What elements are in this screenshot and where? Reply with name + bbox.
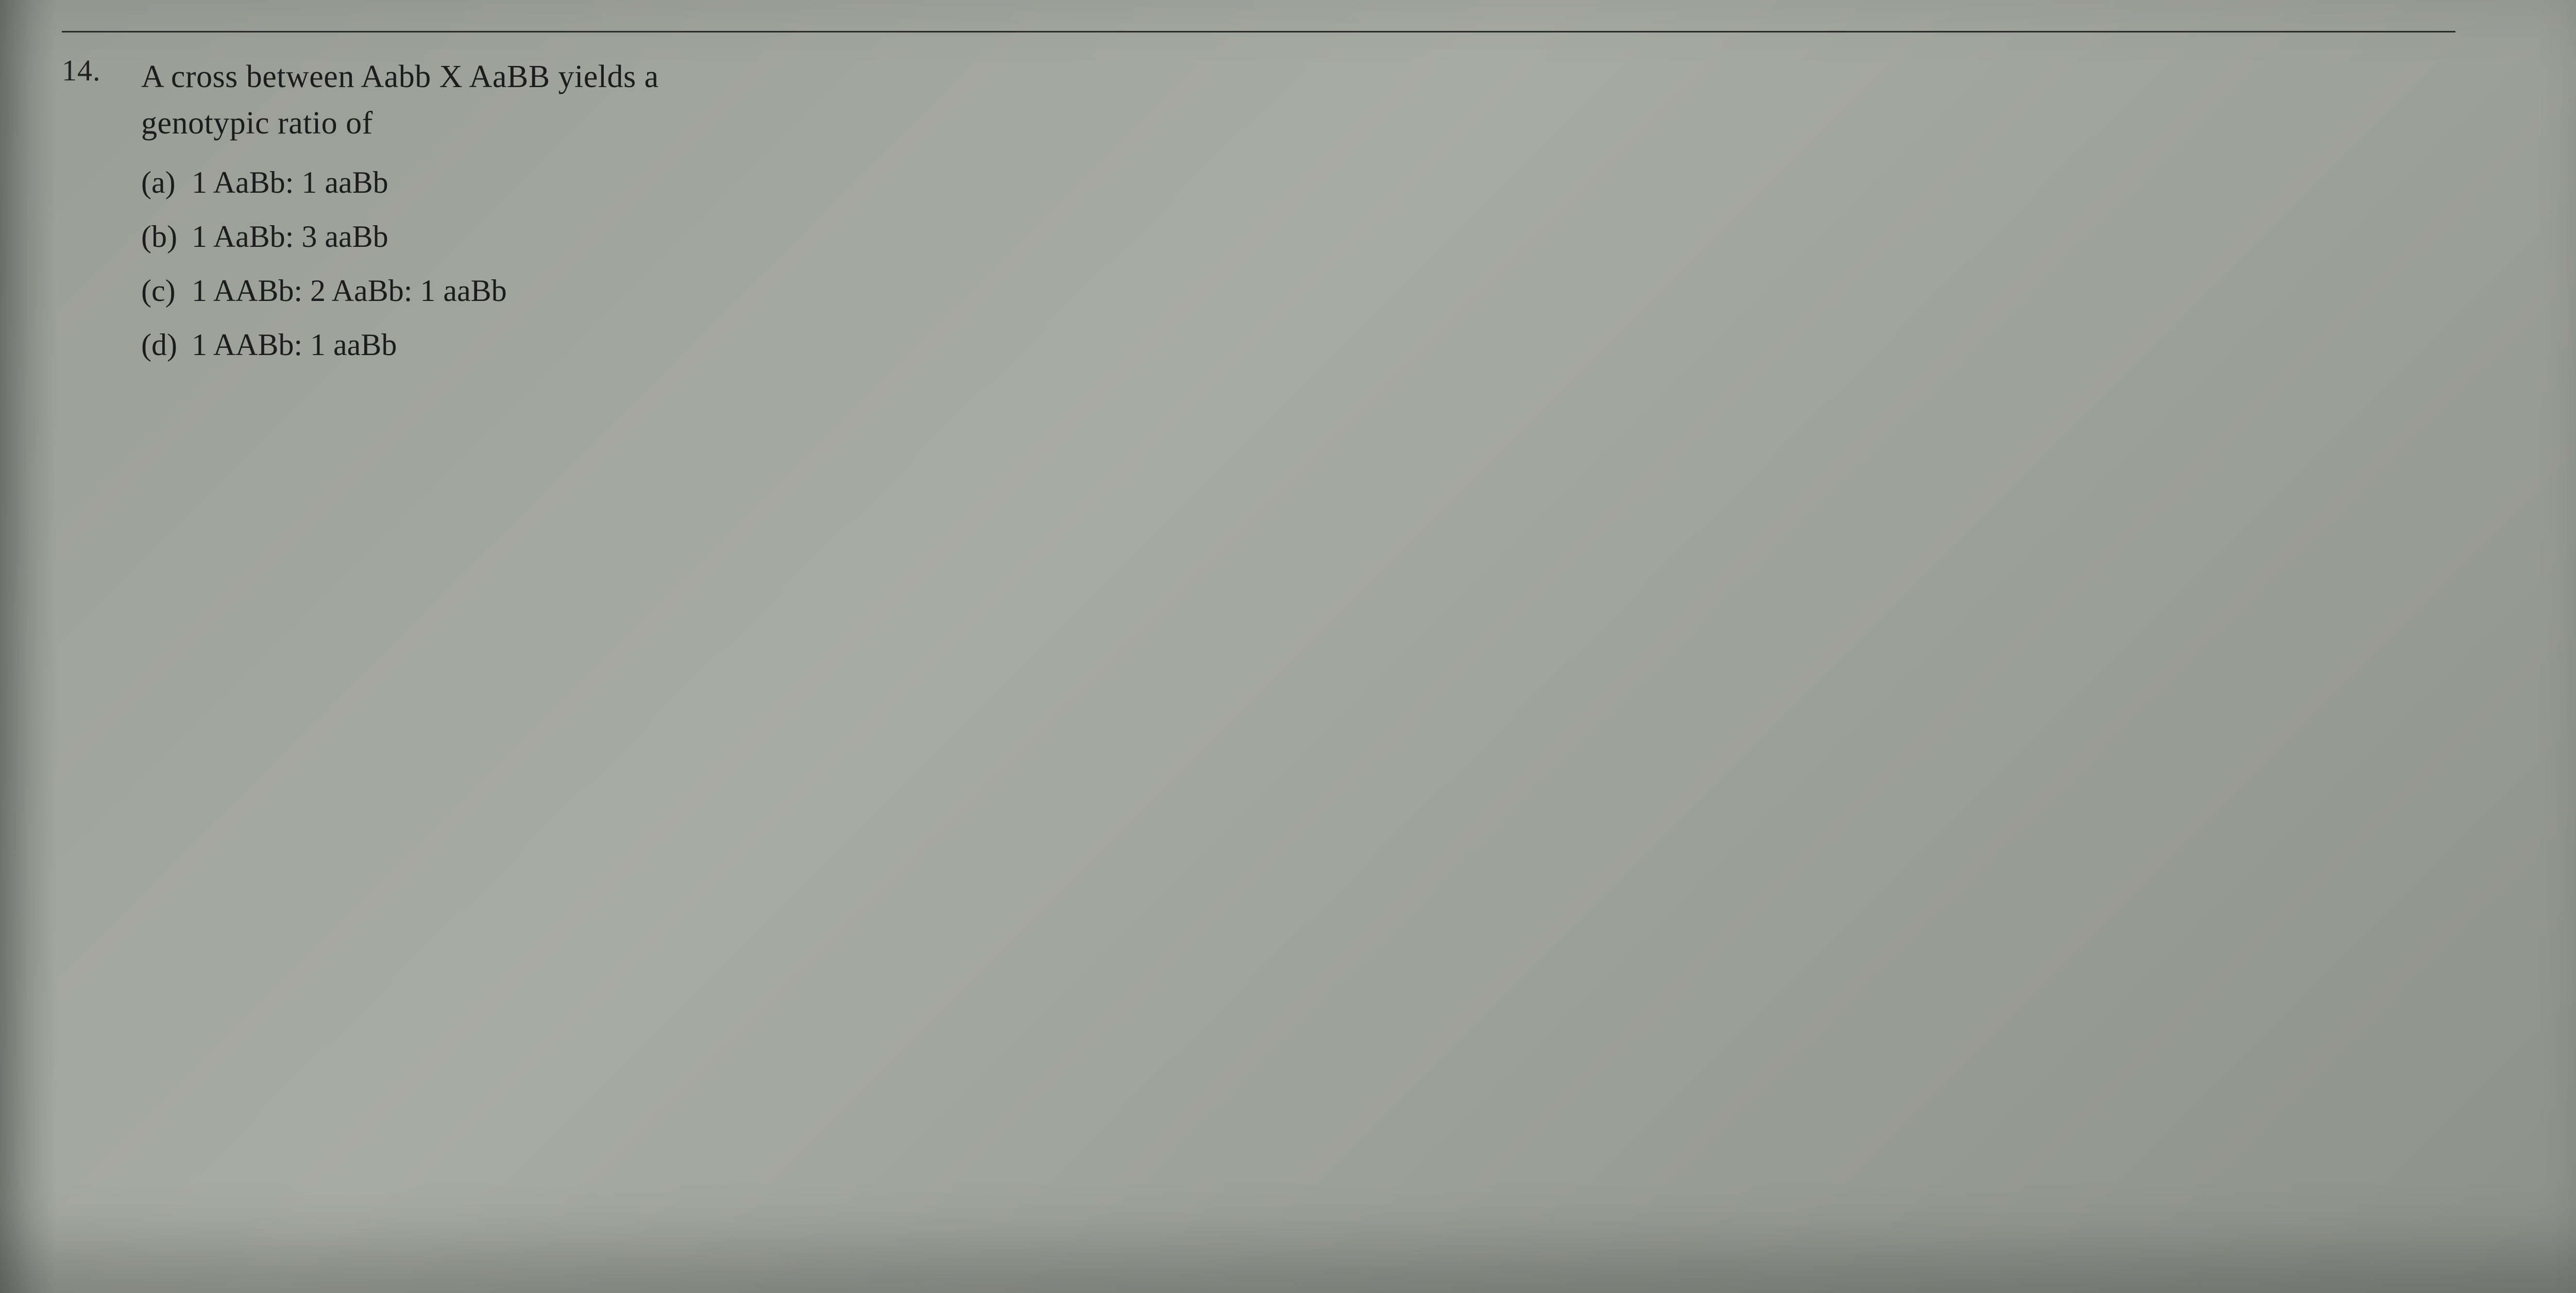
page-gutter-shadow: [0, 0, 57, 1293]
top-horizontal-rule: [62, 31, 2455, 32]
option-text: 1 AaBb: 1 aaBb: [192, 160, 388, 205]
option-label: (a): [141, 160, 181, 205]
question-block: 14. A cross between Aabb X AaBB yields a…: [62, 54, 2555, 367]
question-stem: A cross between Aabb X AaBB yields a gen…: [141, 54, 2555, 147]
option-b: (b) 1 AaBb: 3 aaBb: [141, 214, 2555, 259]
option-c: (c) 1 AABb: 2 AaBb: 1 aaBb: [141, 268, 2555, 313]
option-text: 1 AABb: 2 AaBb: 1 aaBb: [192, 268, 507, 313]
option-label: (b): [141, 214, 181, 259]
option-d: (d) 1 AABb: 1 aaBb: [141, 323, 2555, 367]
option-text: 1 AaBb: 3 aaBb: [192, 214, 388, 259]
options-list: (a) 1 AaBb: 1 aaBb (b) 1 AaBb: 3 aaBb (c…: [141, 160, 2555, 367]
question-stem-line2: genotypic ratio of: [141, 106, 373, 141]
question-stem-line1: A cross between Aabb X AaBB yields a: [141, 59, 659, 94]
option-label: (d): [141, 323, 181, 367]
question-number: 14.: [62, 54, 108, 87]
option-a: (a) 1 AaBb: 1 aaBb: [141, 160, 2555, 205]
option-text: 1 AABb: 1 aaBb: [192, 323, 397, 367]
option-label: (c): [141, 268, 181, 313]
question-body: A cross between Aabb X AaBB yields a gen…: [141, 54, 2555, 367]
